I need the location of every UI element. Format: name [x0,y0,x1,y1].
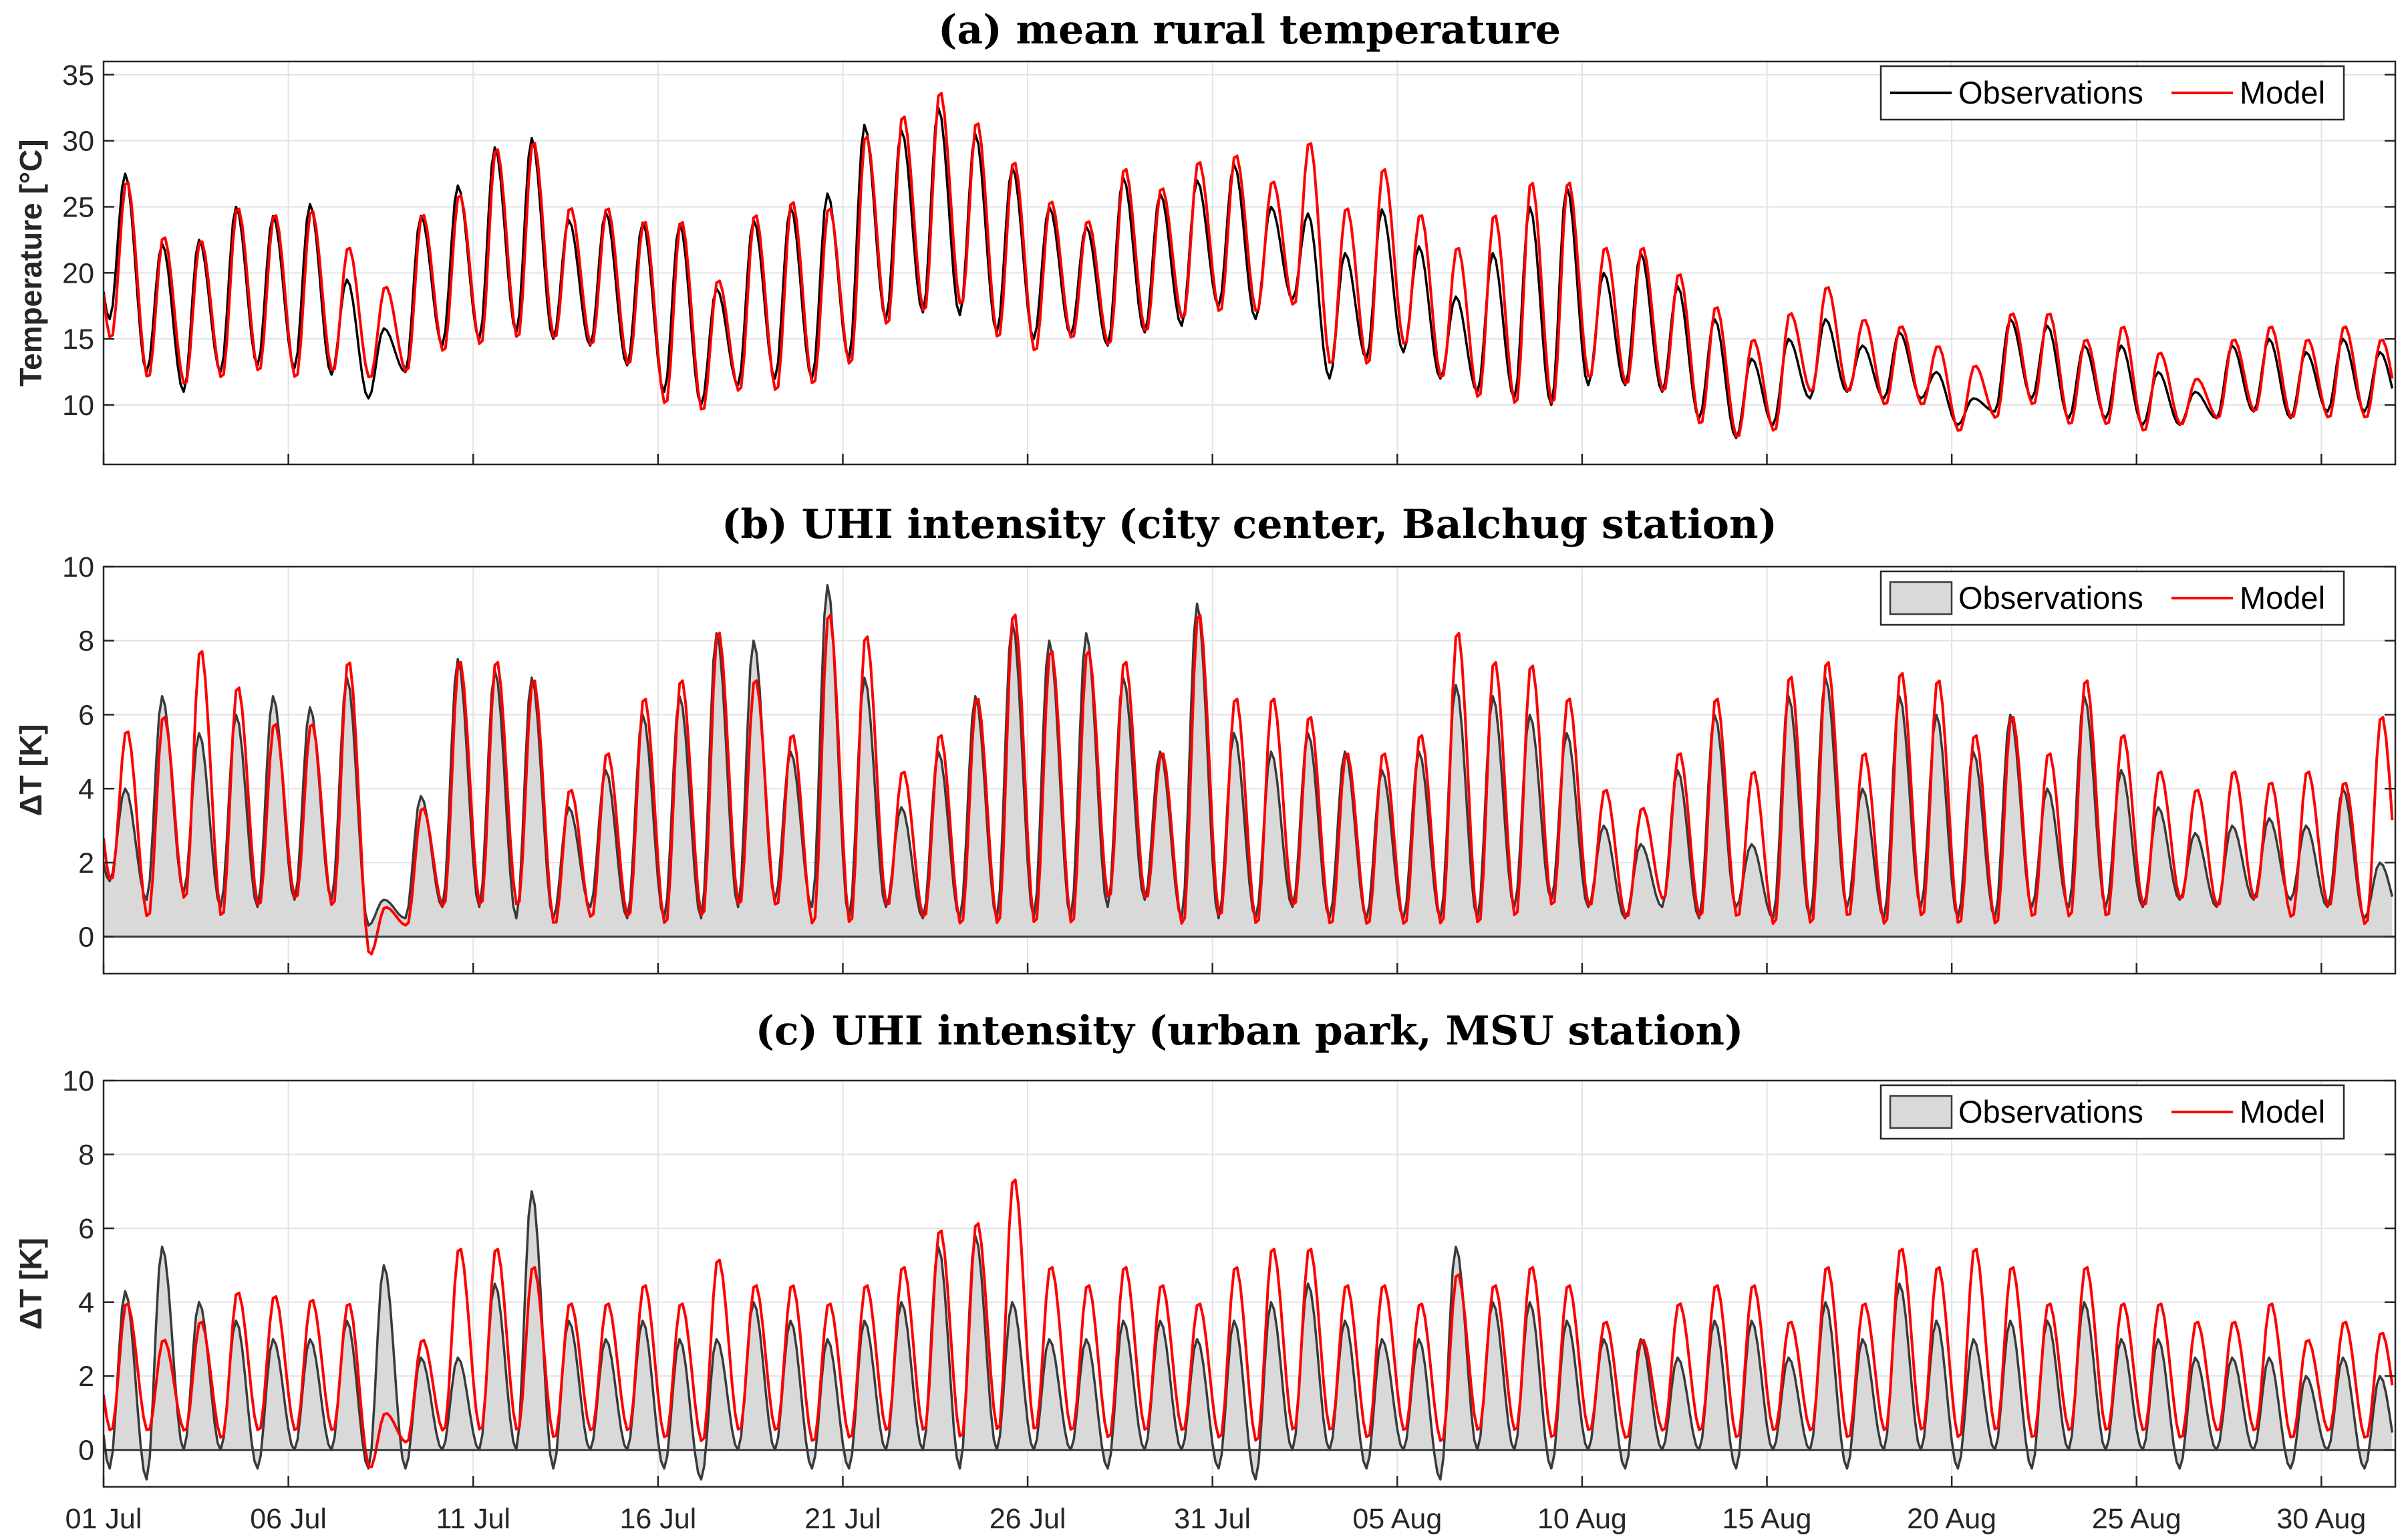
x-tick-label: 21 Jul [804,1503,881,1535]
series-model-line [104,613,2394,956]
series-observations-line [104,583,2394,927]
x-tick-label: 25 Aug [2092,1503,2181,1535]
x-tick-label: 11 Jul [436,1503,510,1535]
y-tick-label: 8 [78,625,94,658]
y-axis-label: Temperature [°C] [13,139,48,386]
x-tick-label: 16 Jul [619,1503,696,1535]
y-tick-label: 2 [78,1361,94,1393]
legend-box [1879,1084,2345,1140]
y-tick-label: 10 [62,1065,94,1097]
y-tick-label: 30 [62,126,94,158]
chart-title: (a) mean rural temperature [938,7,1561,53]
series-model-line [104,1178,2394,1469]
legend: Observations Model [1879,1084,2345,1140]
legend-model-label: Model [2240,580,2325,615]
series-observations-area [104,585,2393,937]
y-tick-label: 4 [78,773,94,805]
legend-observations-label: Observations [1958,580,2143,615]
axes-frame [102,60,2397,466]
chart-title: (c) UHI intensity (urban park, MSU stati… [756,1008,1744,1055]
y-tick-label: 0 [78,922,94,954]
y-axis-label: ΔT [K] [13,1238,48,1330]
y-tick-label: 10 [62,390,94,422]
panel-c: 0 2 4 6 8 10 01 Jul 06 Jul 11 Jul 16 Jul 21 Jul 26 … [13,1008,2397,1535]
axes-frame [102,565,2397,975]
y-tick-label: 2 [78,847,94,879]
y-tick-label: 15 [62,323,94,356]
x-tick-label: 20 Aug [1907,1503,1996,1535]
y-tick-label: 6 [78,1213,94,1245]
y-axis-label: ΔT [K] [13,724,48,817]
legend-observations-label: Observations [1958,75,2143,110]
y-tick-label: 10 [62,551,94,583]
panel-b: 0 2 4 6 8 10 (b) UHI intensity (city center, B… [13,501,2397,975]
y-tick-label: 0 [78,1435,94,1467]
y-tick-label: 4 [78,1287,94,1319]
panel-a: 10 15 20 25 30 35 (a) mean rural temperature Te… [13,7,2397,466]
y-tick-label: 20 [62,257,94,289]
legend: Observations Model [1879,65,2345,121]
legend: Observations Model [1879,570,2345,626]
legend-box [1879,570,2345,626]
x-tick-label: 31 Jul [1174,1503,1251,1535]
series-observations-area [104,1191,2393,1480]
x-tick-label: 10 Aug [1537,1503,1627,1535]
legend-observations-swatch [1889,1095,1953,1129]
x-tick-label: 26 Jul [990,1503,1066,1535]
x-tick-label: 05 Aug [1352,1503,1442,1535]
legend-model-label: Model [2240,75,2325,110]
x-tick-label: 15 Aug [1722,1503,1812,1535]
legend-observations-swatch [1889,581,1953,615]
y-tick-label: 8 [78,1139,94,1171]
chart-title: (b) UHI intensity (city center, Balchug … [722,501,1777,548]
y-tick-label: 35 [62,59,94,92]
x-tick-label: 30 Aug [2276,1503,2366,1535]
y-tick-label: 6 [78,699,94,731]
x-tick-label: 01 Jul [65,1503,142,1535]
series-model-line [104,92,2394,438]
x-tick-label: 06 Jul [250,1503,327,1535]
axes-frame [102,1079,2397,1488]
legend-model-label: Model [2240,1094,2325,1129]
legend-observations-label: Observations [1958,1094,2143,1129]
y-tick-label: 25 [62,191,94,223]
legend-box [1879,65,2345,121]
